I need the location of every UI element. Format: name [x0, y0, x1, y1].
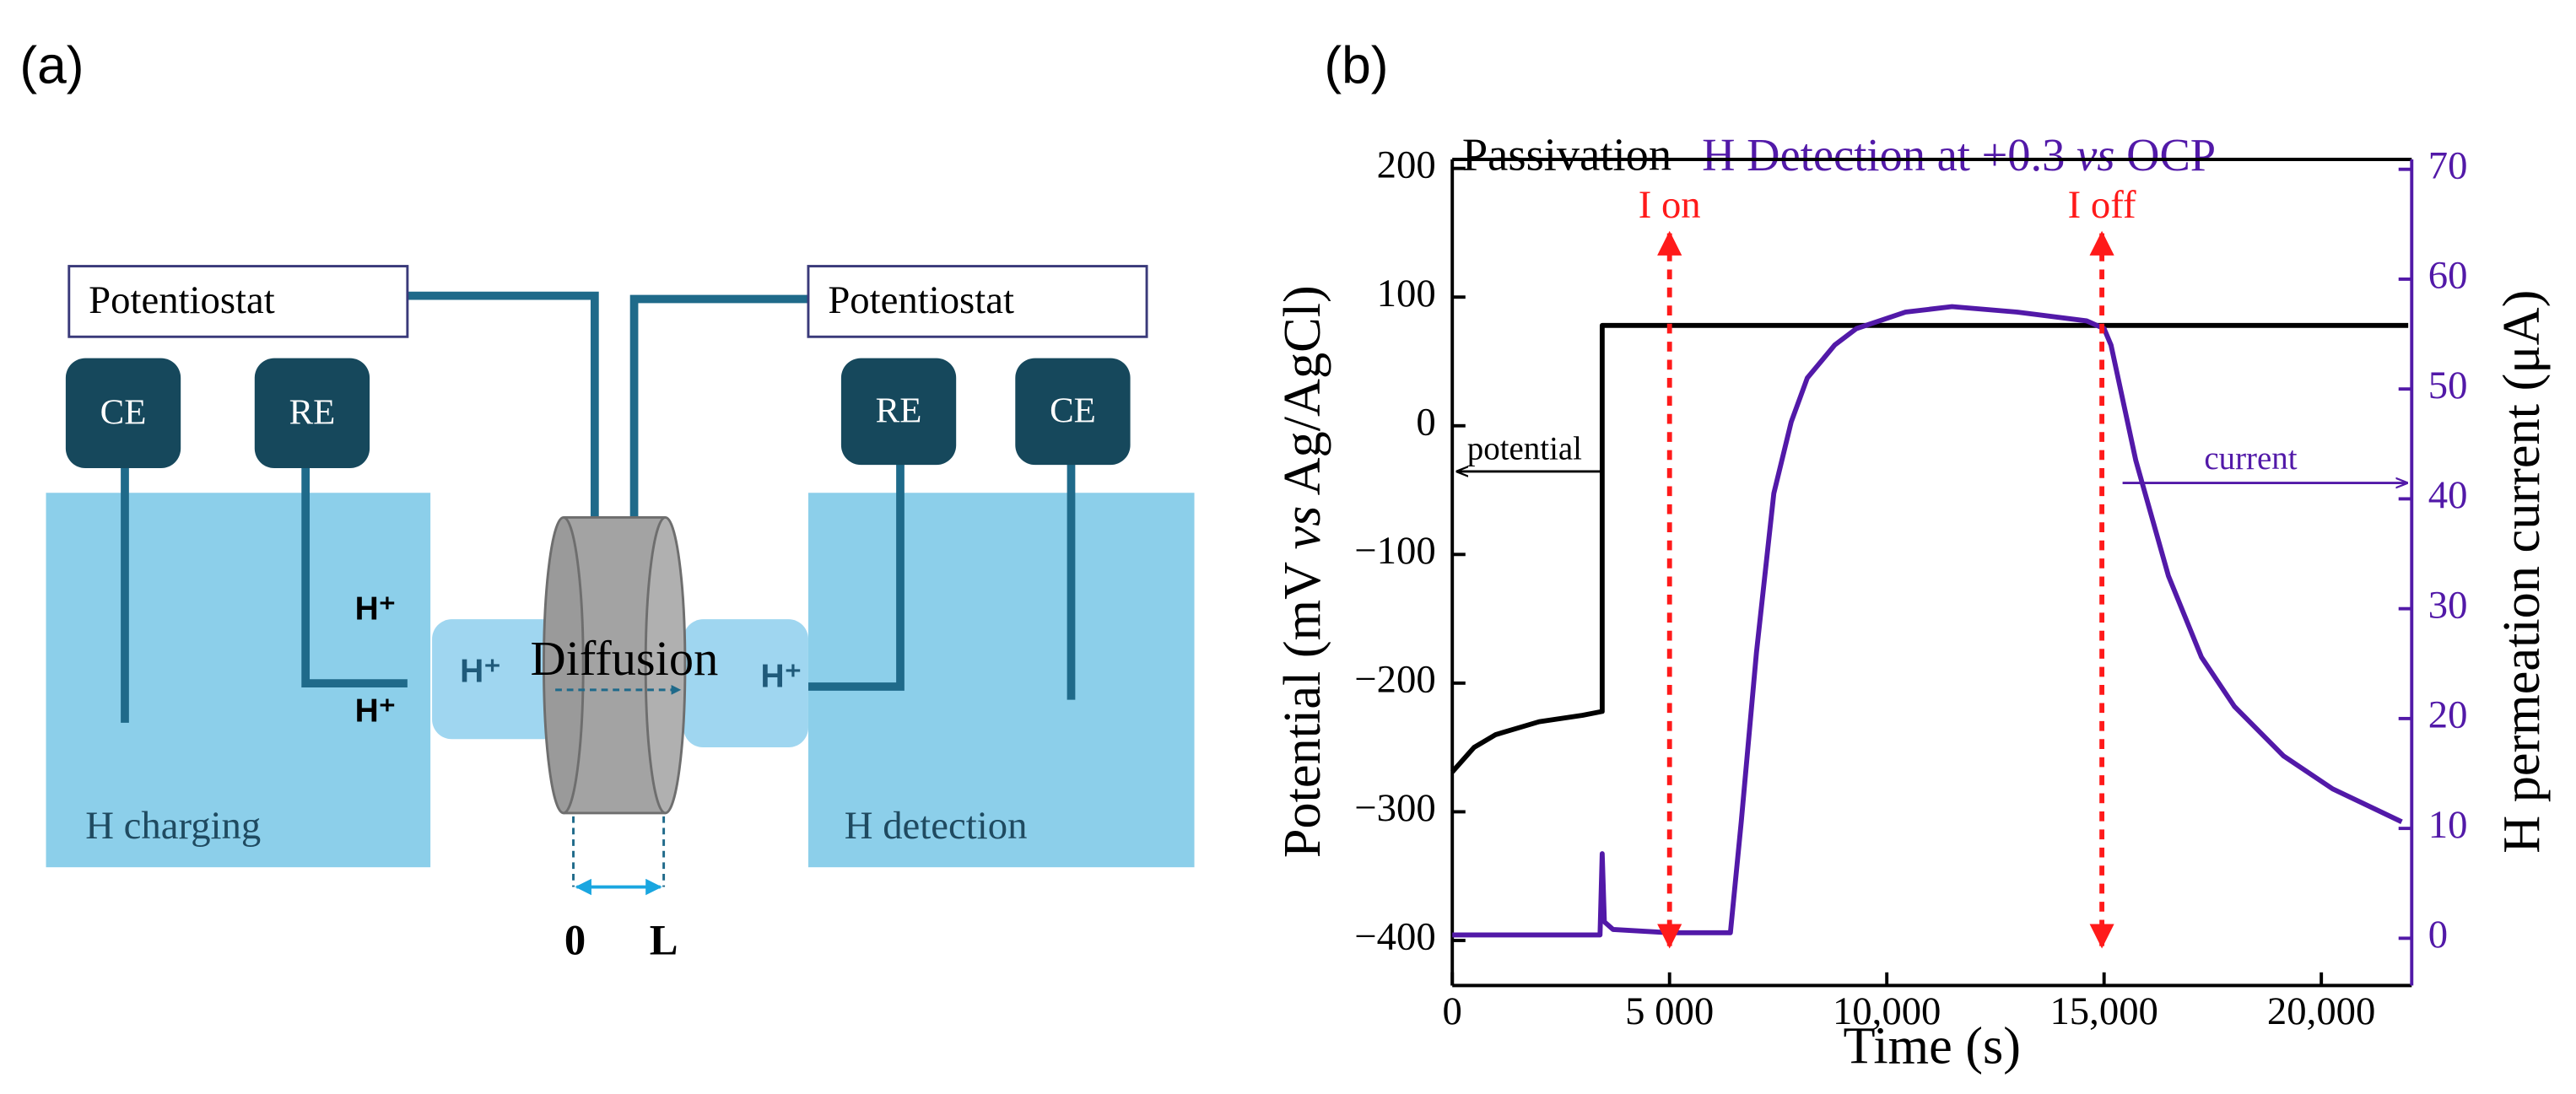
- y2-axis-label: H permeation current (μA): [2492, 290, 2551, 854]
- series-line: [1450, 322, 2409, 774]
- wire: [807, 460, 905, 691]
- detection-tank: [807, 493, 1195, 868]
- tank-label: H detection: [845, 804, 1028, 848]
- x-tick-label: 0: [1443, 989, 1462, 1033]
- panel-b: (b) Passivation H Detection at +0.3 vs O…: [1273, 36, 2551, 1075]
- y-tick-label: 100: [1377, 272, 1436, 315]
- y-tick-label: 200: [1377, 143, 1436, 186]
- annotation-part: H Detection at +0.3: [1702, 129, 2076, 181]
- y-tick-label: −300: [1354, 786, 1435, 830]
- electrode-box: [65, 358, 181, 469]
- y-axis-label: Potential (mV vs Ag/AgCl): [1273, 285, 1331, 858]
- wire: [629, 294, 808, 523]
- tank-label: H charging: [85, 804, 261, 848]
- electrode-label: RE: [289, 393, 336, 433]
- h-plus-box: [683, 619, 808, 748]
- y2-tick-label: 50: [2428, 364, 2468, 407]
- electrode-box: [840, 358, 957, 466]
- y2-tick-label: 40: [2428, 473, 2468, 517]
- annotation: H Detection at +0.3 vs OCP: [1702, 129, 2216, 181]
- potentiostat-label: Potentiostat: [828, 278, 1014, 322]
- y2-tick-label: 30: [2428, 583, 2468, 627]
- h-plus-box: [432, 619, 564, 740]
- thickness-end: L: [650, 916, 678, 963]
- panel-a: (a) Potentiostat Potentiostat CE RE RE C…: [19, 36, 1195, 963]
- y-tick-label: −100: [1354, 529, 1435, 573]
- h-plus: H⁺: [460, 654, 501, 690]
- annotation: Passivation: [1462, 129, 1671, 181]
- pointer-label: current: [2204, 440, 2297, 477]
- potentiostat-label: Potentiostat: [89, 278, 275, 322]
- h-plus: H⁺: [355, 693, 397, 729]
- electrode-box: [1015, 358, 1131, 466]
- h-plus: H⁺: [355, 591, 397, 628]
- x-tick-label: 10,000: [1833, 989, 1941, 1033]
- wire: [301, 460, 408, 687]
- y-axis-label-part: Potential (mV: [1273, 549, 1331, 858]
- y-tick-label: −400: [1354, 915, 1435, 959]
- y-axis-label-part: vs: [1273, 506, 1331, 550]
- y-tick-label: 0: [1416, 400, 1435, 444]
- x-tick-label: 15,000: [2049, 989, 2157, 1033]
- potentiostat-box: [68, 265, 409, 338]
- y2-tick-label: 0: [2428, 913, 2448, 957]
- annotation-part: OCP: [2114, 129, 2216, 181]
- event-label: I on: [1639, 183, 1701, 227]
- series-line: [1452, 304, 2403, 938]
- thickness-start: 0: [564, 916, 586, 963]
- electrode-label: RE: [876, 391, 922, 431]
- electrode-label: CE: [100, 393, 147, 433]
- x-axis-label: Time (s): [1843, 1017, 2021, 1075]
- electrode-label: CE: [1050, 391, 1096, 431]
- electrode-box: [254, 358, 370, 469]
- event-label: I off: [2068, 183, 2136, 227]
- x-tick-label: 5 000: [1625, 989, 1714, 1033]
- potentiostat-box: [807, 265, 1148, 338]
- y2-tick-label: 20: [2428, 693, 2468, 737]
- diffusion-label: Diffusion: [530, 631, 718, 686]
- wire: [407, 291, 599, 523]
- y-tick-label: −200: [1354, 658, 1435, 702]
- h-plus: H⁺: [760, 659, 802, 695]
- pointer-label: potential: [1467, 431, 1582, 467]
- y-axis-label-part: Ag/AgCl): [1273, 285, 1331, 505]
- panel-label: (b): [1324, 36, 1388, 94]
- panel-label: (a): [19, 36, 84, 94]
- y2-tick-label: 60: [2428, 254, 2468, 298]
- x-tick-label: 20,000: [2267, 989, 2375, 1033]
- y2-tick-label: 70: [2428, 143, 2468, 187]
- y2-tick-label: 10: [2428, 803, 2468, 847]
- annotation-part: vs: [2076, 129, 2114, 181]
